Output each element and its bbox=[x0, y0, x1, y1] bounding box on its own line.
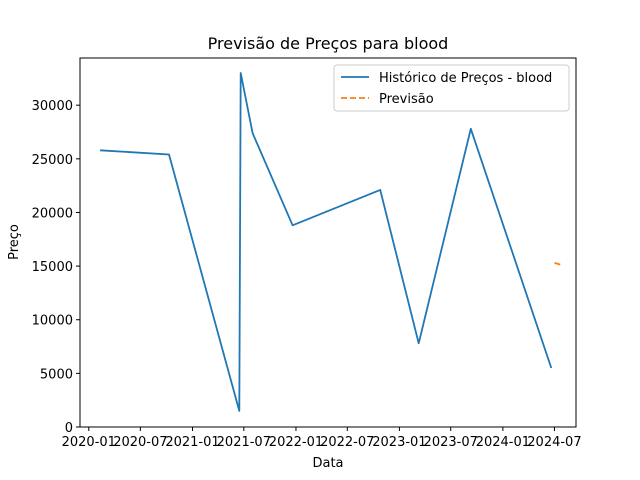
x-tick-label: 2021-07 bbox=[217, 435, 271, 450]
y-tick-label: 30000 bbox=[32, 99, 73, 114]
y-tick-label: 15000 bbox=[32, 260, 73, 275]
x-tick-label: 2020-07 bbox=[113, 435, 167, 450]
legend-label-historico: Histórico de Preços - blood bbox=[379, 71, 552, 86]
x-axis-label: Data bbox=[312, 456, 343, 471]
x-tick-label: 2021-01 bbox=[165, 435, 219, 450]
x-tick-label: 2023-07 bbox=[424, 435, 478, 450]
x-tick-label: 2024-07 bbox=[527, 435, 581, 450]
series-line-1 bbox=[554, 262, 562, 266]
y-tick-label: 0 bbox=[65, 421, 73, 436]
x-tick-label: 2022-01 bbox=[269, 435, 323, 450]
y-tick-label: 20000 bbox=[32, 206, 73, 221]
legend-box bbox=[333, 64, 570, 112]
y-tick-label: 25000 bbox=[32, 153, 73, 168]
series-layer bbox=[100, 72, 562, 412]
legend-label-previsao: Previsão bbox=[379, 92, 434, 107]
y-axis-label: Preço bbox=[7, 224, 22, 260]
chart-title: Previsão de Preços para blood bbox=[208, 34, 449, 53]
plot-frame bbox=[79, 57, 577, 428]
x-tick-label: 2023-01 bbox=[372, 435, 426, 450]
y-tick-label: 10000 bbox=[32, 314, 73, 329]
x-tick-label: 2024-01 bbox=[476, 435, 530, 450]
y-tick-label: 5000 bbox=[40, 367, 73, 382]
legend: Histórico de Preços - blood Previsão bbox=[333, 64, 570, 112]
x-tick-label: 2022-07 bbox=[320, 435, 374, 450]
series-line-0 bbox=[100, 72, 553, 412]
x-tick-label: 2020-01 bbox=[62, 435, 116, 450]
x-axis-ticks: 2020-012020-072021-012021-072022-012022-… bbox=[62, 427, 582, 450]
y-axis-ticks: 0 5000 10000 15000 20000 25000 30000 bbox=[32, 99, 80, 436]
